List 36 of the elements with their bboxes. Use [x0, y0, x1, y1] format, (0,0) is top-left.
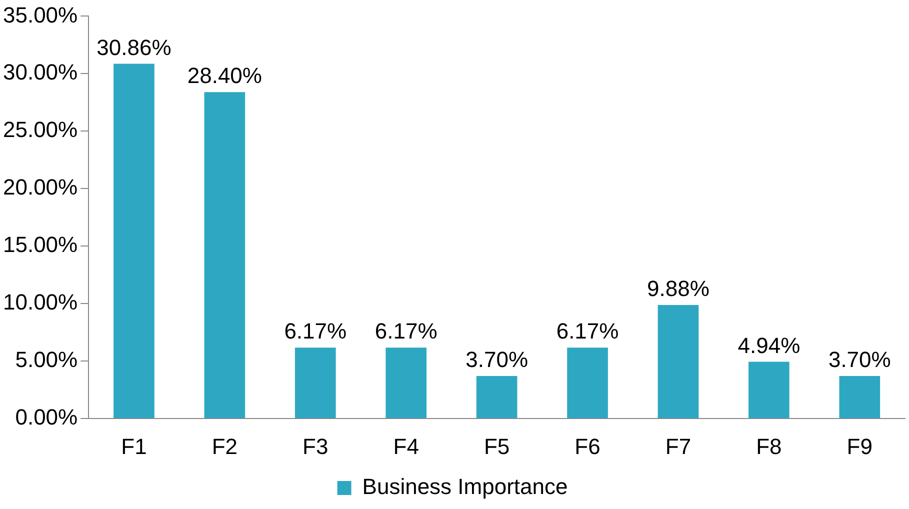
y-tick-label: 35.00% — [2, 2, 78, 28]
legend-label: Business Importance — [362, 474, 568, 500]
y-tick-label: 25.00% — [2, 117, 78, 142]
bar — [658, 305, 699, 418]
bar — [476, 376, 518, 418]
x-tick-label: F5 — [484, 434, 510, 459]
x-tick-label: F1 — [121, 434, 147, 459]
bar — [748, 362, 790, 418]
bar — [294, 348, 336, 418]
y-tick-label: 20.00% — [2, 174, 78, 200]
data-label: 28.40% — [187, 63, 262, 88]
y-tick-label: 10.00% — [2, 290, 78, 315]
x-tick-label: F2 — [212, 434, 238, 459]
data-label: 30.86% — [96, 34, 172, 60]
x-tick-label: F3 — [302, 434, 328, 459]
x-tick-label: F4 — [393, 434, 419, 459]
data-label: 9.88% — [647, 276, 710, 302]
y-tick-label: 5.00% — [15, 347, 78, 372]
x-tick-label: F9 — [846, 434, 872, 459]
x-tick-label: F8 — [756, 434, 782, 459]
data-label: 3.70% — [466, 347, 528, 372]
data-label: 4.94% — [738, 332, 800, 358]
y-tick-label: 15.00% — [2, 232, 78, 258]
data-label: 3.70% — [828, 347, 891, 372]
bar — [114, 64, 154, 418]
bar — [204, 92, 246, 418]
data-label: 6.17% — [556, 318, 619, 344]
bar — [567, 348, 608, 418]
bar — [839, 376, 880, 418]
data-label: 6.17% — [284, 318, 347, 344]
bar — [386, 348, 427, 418]
x-tick-label: F6 — [574, 434, 600, 459]
y-tick-label: 30.00% — [2, 60, 78, 85]
data-label: 6.17% — [374, 318, 438, 344]
y-tick-label: 0.00% — [15, 404, 78, 430]
x-tick-label: F7 — [665, 434, 692, 459]
